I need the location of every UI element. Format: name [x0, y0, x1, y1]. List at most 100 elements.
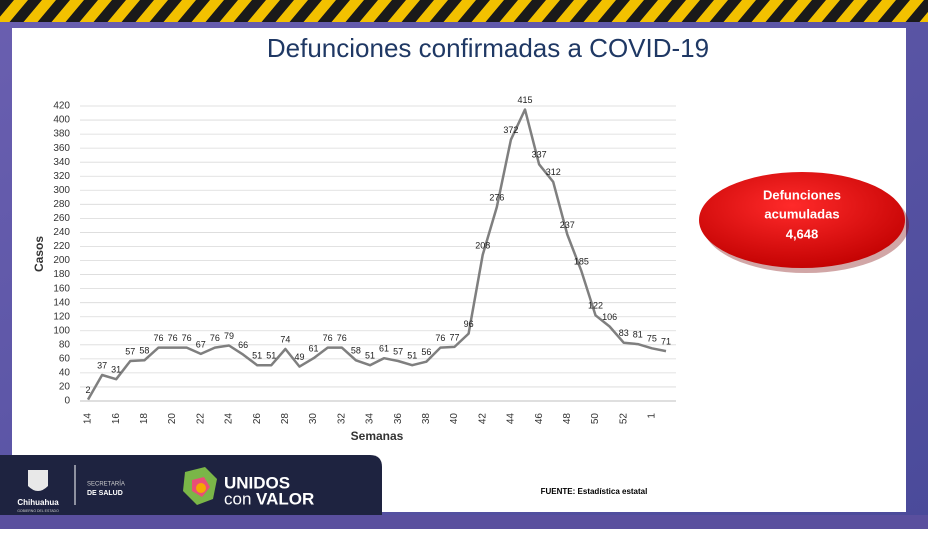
y-tick-label: 40 — [59, 368, 71, 379]
data-label: 51 — [365, 351, 375, 361]
data-label: 58 — [139, 346, 149, 356]
x-tick-label: 52 — [618, 413, 629, 425]
y-axis-label: Casos — [32, 236, 46, 272]
data-label: 96 — [464, 319, 474, 329]
department: DE SALUD — [87, 490, 123, 497]
y-tick-label: 400 — [53, 115, 70, 126]
x-tick-label: 36 — [393, 413, 404, 425]
data-label: 76 — [337, 333, 347, 343]
data-label: 372 — [503, 125, 518, 135]
y-tick-label: 160 — [53, 283, 70, 294]
badge-text: acumuladas — [764, 206, 839, 221]
line — [86, 108, 667, 401]
x-tick-label: 50 — [590, 413, 601, 425]
data-label: 61 — [379, 344, 389, 354]
data-label: 71 — [661, 337, 671, 347]
data-label: 57 — [125, 346, 135, 356]
state-name: Chihuahua — [17, 498, 59, 507]
x-tick-label: 48 — [562, 413, 573, 425]
data-label: 51 — [252, 351, 262, 361]
data-label: 31 — [111, 365, 121, 375]
chart-title: Defunciones confirmadas a COVID-19 — [267, 33, 709, 63]
data-label: 74 — [280, 334, 290, 344]
y-tick-label: 380 — [53, 129, 70, 140]
data-label: 75 — [647, 334, 657, 344]
x-tick-label: 38 — [421, 413, 432, 425]
data-label: 37 — [97, 360, 107, 370]
source: FUENTE: Estadística estatal — [541, 487, 648, 496]
y-tick-label: 80 — [59, 339, 71, 350]
badge-text: Defunciones — [763, 187, 841, 202]
data-label: 83 — [619, 328, 629, 338]
data-label: 67 — [196, 339, 206, 349]
campaign: con — [224, 489, 251, 508]
data-label: 56 — [421, 347, 431, 357]
data-label: 79 — [224, 331, 234, 341]
y-tick-label: 120 — [53, 311, 70, 322]
x-tick-label: 14 — [83, 413, 94, 425]
x-tick-label: 44 — [506, 413, 517, 425]
data-label: 76 — [182, 333, 192, 343]
y-tick-label: 100 — [53, 325, 70, 336]
x-axis-label: Semanas — [351, 429, 404, 443]
total-badge: Defunciones acumuladas 4,648 — [699, 172, 909, 273]
data-label: 51 — [266, 351, 276, 361]
badge-total: 4,648 — [786, 226, 819, 241]
y-tick-label: 140 — [53, 297, 70, 308]
data-label: 76 — [168, 333, 178, 343]
state-shield — [28, 470, 48, 491]
data-label: 337 — [532, 150, 547, 160]
y-tick-label: 320 — [53, 171, 70, 182]
data-label: 76 — [153, 333, 163, 343]
data-label: 122 — [588, 301, 603, 311]
y-tick-label: 180 — [53, 269, 70, 280]
hazard-stripe — [0, 0, 928, 22]
bottom-strip — [0, 515, 928, 529]
data-label: 66 — [238, 340, 248, 350]
campaign: VALOR — [256, 489, 314, 508]
y-tick-label: 260 — [53, 213, 70, 224]
data-label: 312 — [546, 167, 561, 177]
x-tick-label: 40 — [449, 413, 460, 425]
x-tick-label: 28 — [280, 413, 291, 425]
data-label: 51 — [407, 351, 417, 361]
x-tick-label: 42 — [477, 413, 488, 425]
y-tick-label: 60 — [59, 353, 71, 364]
x-tick-label: 34 — [365, 413, 376, 425]
data-label: 185 — [574, 256, 589, 266]
campaign: UNIDOS — [224, 473, 290, 492]
y-tick-label: 420 — [53, 101, 70, 112]
plot: 0204060801001201401601802002202402602803… — [53, 95, 676, 424]
y-tick-label: 280 — [53, 199, 70, 210]
data-label: 237 — [560, 220, 575, 230]
x-tick-label: 1 — [647, 413, 658, 419]
data-label: 81 — [633, 329, 643, 339]
data-label: 58 — [351, 346, 361, 356]
x-tick-label: 32 — [336, 413, 347, 425]
x-tick-label: 26 — [252, 413, 263, 425]
y-tick-label: 300 — [53, 185, 70, 196]
government: GOBIERNO DEL ESTADO — [17, 509, 59, 513]
data-label: 2 — [85, 385, 90, 395]
y-tick-label: 240 — [53, 227, 70, 238]
data-label: 57 — [393, 346, 403, 356]
x-tick-label: 18 — [139, 413, 150, 425]
y-tick-label: 360 — [53, 143, 70, 154]
data-label: 77 — [450, 332, 460, 342]
y-tick-label: 200 — [53, 255, 70, 266]
x-tick-label: 22 — [195, 413, 206, 425]
y-tick-label: 20 — [59, 382, 71, 393]
data-label: 76 — [210, 333, 220, 343]
x-tick-label: 20 — [167, 413, 178, 425]
badge — [699, 172, 905, 268]
x-tick-label: 16 — [111, 413, 122, 425]
data-label: 106 — [602, 312, 617, 322]
campaign-logo — [196, 483, 206, 493]
card — [12, 28, 906, 512]
y-tick-label: 340 — [53, 157, 70, 168]
data-label: 61 — [309, 344, 319, 354]
department: SECRETARÍA — [87, 481, 125, 488]
y-tick-label: 220 — [53, 241, 70, 252]
data-label: 276 — [489, 193, 504, 203]
